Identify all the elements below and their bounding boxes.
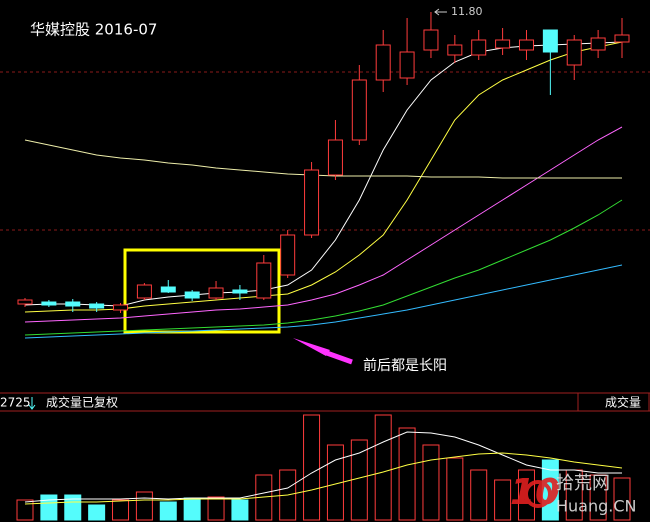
ma-line: [24, 452, 623, 505]
annotation: 前后都是长阳: [363, 357, 447, 374]
candle-body: [423, 29, 439, 51]
watermark: 10 拾荒网 Huang.CN: [510, 472, 637, 516]
candle-body: [447, 44, 463, 56]
watermark-name: 拾荒网: [556, 473, 610, 494]
volume-bar: [159, 501, 177, 521]
volume-bar: [613, 477, 631, 521]
peak-pointer: [434, 8, 440, 16]
candle-body: [208, 287, 224, 299]
candle-body: [160, 286, 176, 293]
watermark-domain: Huang.CN: [556, 497, 637, 516]
candle-body: [542, 29, 558, 53]
candle-body: [614, 34, 630, 43]
candle-body: [280, 234, 296, 276]
volume-bar: [183, 497, 201, 521]
volume-bar: [40, 494, 58, 521]
panel-label: 成交量: [605, 395, 641, 410]
volume-readout: 2725: [0, 396, 31, 410]
panel-title: 成交量已复权: [46, 395, 118, 410]
candle-body: [256, 262, 272, 299]
peak-label: 11.80: [451, 5, 483, 18]
candle-body: [327, 139, 343, 176]
candle-body: [136, 284, 152, 299]
volume-bar: [112, 499, 130, 521]
chart-title: 华媒控股 2016-07: [30, 21, 157, 39]
candle-body: [17, 299, 33, 305]
volume-bar: [16, 499, 34, 521]
volume-bar: [494, 479, 512, 521]
ma-line: [24, 199, 623, 336]
volume-bar: [88, 504, 106, 521]
candle-body: [518, 39, 534, 51]
label-box: [577, 392, 650, 412]
candle-body: [351, 79, 367, 141]
volume-bar: [589, 474, 607, 521]
ma-line: [24, 41, 623, 313]
ma-line: [24, 126, 623, 323]
watermark-ring: [524, 480, 552, 508]
candle-body: [590, 37, 606, 51]
candle-body: [184, 291, 200, 299]
volume-bar: [446, 457, 464, 521]
volume-bar: [64, 494, 82, 521]
volume-bar: [207, 496, 225, 521]
volume-bar: [374, 414, 392, 521]
candle-body: [471, 39, 487, 56]
ma-line: [24, 264, 623, 339]
candle-body: [375, 44, 391, 81]
candle-body: [399, 51, 415, 79]
volume-bar: [350, 439, 368, 521]
volume-bar: [470, 469, 488, 521]
volume-bar: [398, 427, 416, 521]
volume-bar: [326, 444, 344, 521]
candle-body: [65, 301, 81, 307]
ma-line: [24, 431, 622, 503]
candle-body: [89, 303, 105, 309]
ma-line: [24, 41, 623, 307]
ma-line: [24, 139, 622, 179]
readout-arrow: [28, 404, 36, 410]
highlight-box: [123, 248, 281, 334]
volume-bar: [135, 491, 153, 521]
volume-bar: [422, 444, 440, 521]
candle-body: [566, 39, 582, 66]
candle-body: [232, 289, 248, 294]
plot: 11.80: [16, 5, 631, 521]
volume-bar: [303, 414, 321, 521]
candle-body: [495, 39, 511, 49]
candle-body: [113, 304, 129, 311]
volume-bar: [231, 499, 249, 521]
annotation-arrow: [323, 349, 353, 365]
candle-body: [304, 169, 320, 236]
annotation-arrow: [293, 338, 330, 356]
candle-body: [41, 301, 57, 306]
